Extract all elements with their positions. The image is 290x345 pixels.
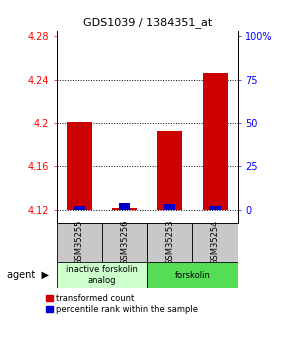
Bar (74, 206, 85, 209)
Bar (164, 204, 175, 209)
Text: GSM35253: GSM35253 (165, 220, 174, 265)
Text: GSM35254: GSM35254 (211, 220, 220, 265)
Text: GSM35255: GSM35255 (75, 220, 84, 265)
Bar (57, 223, 102, 262)
Bar (209, 206, 221, 209)
Text: GDS1039 / 1384351_at: GDS1039 / 1384351_at (83, 17, 212, 28)
Text: inactive forskolin
analog: inactive forskolin analog (66, 265, 138, 285)
Bar (67, 122, 92, 209)
Bar (119, 203, 130, 209)
Bar (203, 73, 228, 209)
Bar (147, 223, 193, 262)
Bar (147, 262, 238, 288)
Bar (57, 262, 147, 288)
Text: agent  ▶: agent ▶ (7, 270, 49, 280)
Bar (157, 130, 182, 209)
Text: forskolin: forskolin (175, 270, 211, 280)
Legend: transformed count, percentile rank within the sample: transformed count, percentile rank withi… (46, 294, 198, 314)
Bar (112, 208, 137, 209)
Bar (102, 223, 147, 262)
Text: GSM35256: GSM35256 (120, 220, 129, 265)
Bar (193, 223, 238, 262)
